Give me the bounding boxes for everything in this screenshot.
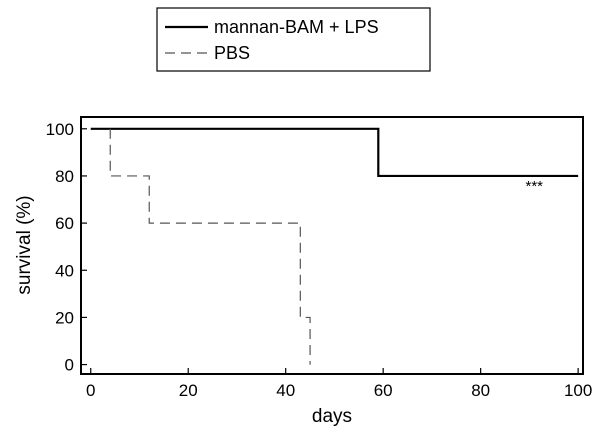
x-tick-label: 80: [471, 381, 490, 400]
y-tick-label: 40: [55, 261, 74, 280]
y-tick-label: 80: [55, 167, 74, 186]
annotation-layer: ***: [526, 178, 544, 195]
significance-annotation: ***: [526, 178, 544, 195]
x-tick-label: 40: [276, 381, 295, 400]
y-axis-label: survival (%): [14, 195, 35, 294]
x-tick-label: 100: [564, 381, 592, 400]
series-line-mannan-bam-lps: [90, 127, 579, 178]
y-tick-label: 0: [65, 356, 74, 375]
legend: mannan-BAM + LPS PBS: [156, 7, 431, 72]
legend-label-pbs: PBS: [214, 43, 250, 63]
y-tick-label: 100: [46, 120, 74, 139]
legend-label-mannan-bam-lps: mannan-BAM + LPS: [214, 17, 379, 37]
x-tick-label: 20: [179, 381, 198, 400]
x-axis-label: days: [312, 406, 352, 427]
y-tick-label: 20: [55, 308, 74, 327]
y-tick-label: 60: [55, 214, 74, 233]
x-axis: 0 20 40 60 80 100: [86, 368, 592, 400]
legend-box: [156, 7, 431, 72]
plot-frame: [80, 116, 584, 375]
x-tick-label: 60: [374, 381, 393, 400]
series-layer: [90, 127, 579, 365]
x-tick-label: 0: [86, 381, 95, 400]
y-axis: 0 20 40 60 80 100: [46, 120, 87, 375]
series-line-pbs: [109, 128, 311, 365]
